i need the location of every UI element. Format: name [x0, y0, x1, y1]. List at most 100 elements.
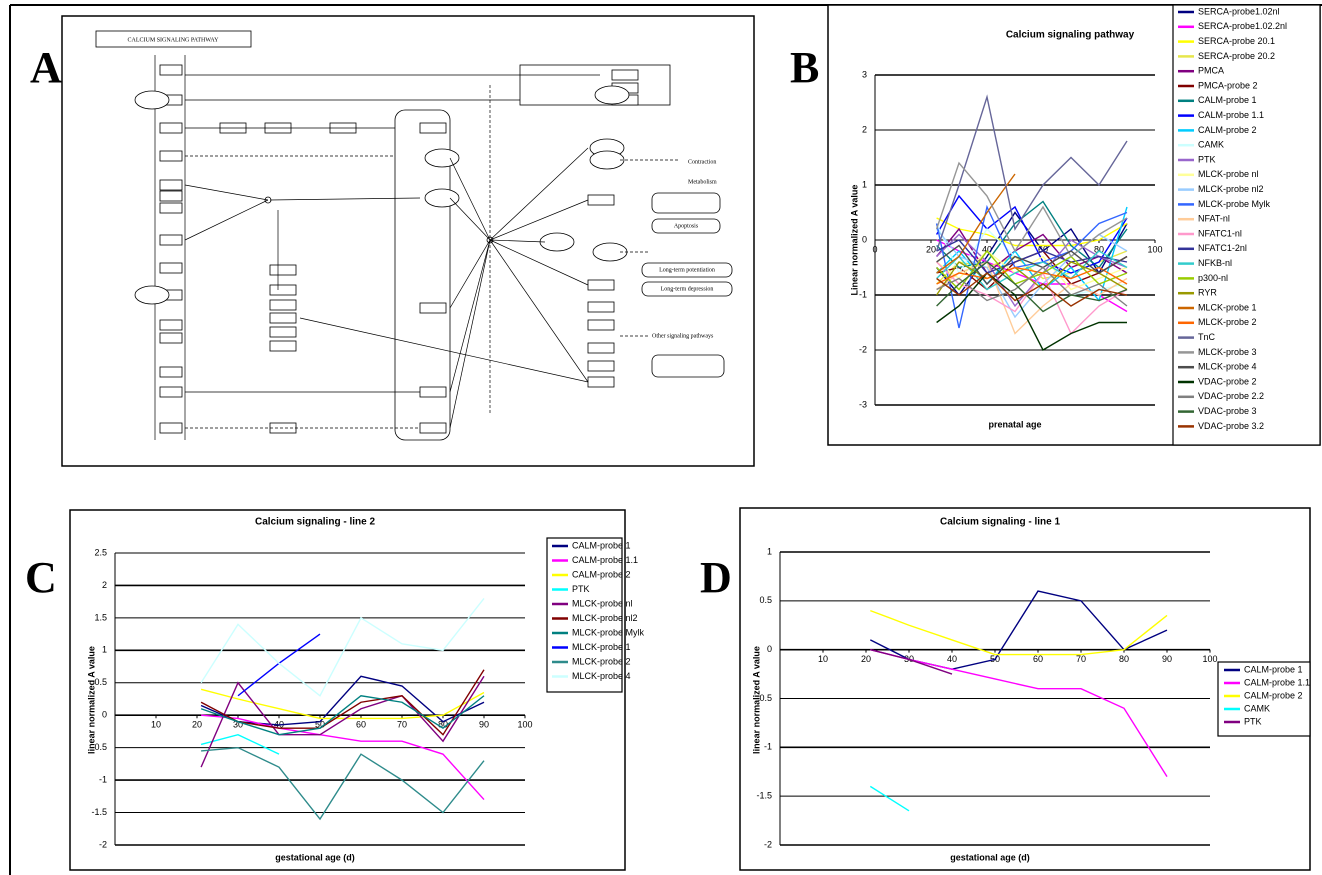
series-line — [935, 94, 1128, 252]
diagram-arrow — [489, 199, 589, 241]
legend-label: PTK — [572, 584, 590, 594]
x-tick-label: 60 — [1038, 244, 1048, 254]
diagram-arrow — [449, 239, 491, 393]
membrane-protein — [159, 366, 183, 378]
series-line — [936, 244, 1128, 286]
legend-label: SERCA-probe 20.1 — [1198, 36, 1275, 46]
x-tick-label: 70 — [1076, 654, 1086, 664]
y-tick-label: 1 — [862, 179, 867, 189]
pathway-box — [641, 281, 733, 297]
y-axis-label: Linear normalized A value — [849, 185, 859, 296]
membrane-protein — [159, 202, 183, 214]
legend-label: CALM-probe 1.1 — [572, 555, 638, 565]
diagram-node — [134, 90, 170, 110]
pathway-box — [641, 262, 733, 278]
series-line — [935, 194, 1128, 274]
x-tick-label: 20 — [861, 654, 871, 664]
x-tick-label: 60 — [356, 720, 366, 730]
pathway-diagram: CALCIUM SIGNALING PATHWAY Contraction Me… — [61, 15, 755, 467]
x-tick-label: 20 — [926, 244, 936, 254]
diagram-arrow — [489, 239, 546, 243]
diagram-box — [587, 301, 615, 313]
output-label: Contraction — [688, 159, 716, 165]
y-tick-label: 0 — [102, 710, 107, 720]
membrane-protein — [159, 179, 183, 191]
membrane-protein — [159, 262, 183, 274]
legend-label: NFKB-nl — [1198, 258, 1232, 268]
legend-label: MLCK-probe 1 — [1198, 302, 1257, 312]
series-line — [201, 714, 485, 801]
diagram-box — [419, 302, 447, 314]
chart-title: Calcium signaling - line 1 — [940, 517, 1060, 528]
x-tick-label: 10 — [151, 720, 161, 730]
diagram-arrow — [184, 199, 269, 241]
pathway-box — [651, 218, 721, 234]
diagram-box — [269, 312, 297, 324]
legend-label: MLCK-probe nl2 — [1198, 184, 1264, 194]
diagram-box — [269, 340, 297, 352]
diagram-arrow — [184, 184, 269, 201]
y-tick-label: 2.5 — [94, 547, 107, 557]
legend-label: VDAC-probe 2.2 — [1198, 391, 1264, 401]
legend-label: VDAC-probe 3.2 — [1198, 421, 1264, 431]
legend-label: MLCK-probe 2 — [1198, 317, 1257, 327]
legend-box — [1217, 661, 1311, 737]
diagram-box — [419, 386, 447, 398]
diagram-box — [587, 360, 615, 372]
legend-label: p300-nl — [1198, 273, 1228, 283]
membrane-protein — [159, 64, 183, 76]
x-tick-label: 100 — [517, 720, 532, 730]
legend-label: NFAT-nl — [1198, 214, 1230, 224]
x-tick-label: 100 — [1202, 654, 1217, 664]
x-tick-label: 90 — [479, 720, 489, 730]
series-line — [870, 609, 1168, 656]
diagram-title-box — [95, 30, 252, 48]
y-tick-label: -2 — [859, 344, 867, 354]
x-tick-label: 70 — [397, 720, 407, 730]
legend-label: MLCK-probe nl2 — [572, 613, 638, 623]
series-line — [936, 173, 1016, 274]
series-line — [936, 227, 1128, 275]
legend-box — [546, 537, 623, 693]
y-tick-label: 0.5 — [94, 677, 107, 687]
diagram-node — [589, 150, 625, 170]
legend-label: MLCK-probe Mylk — [1198, 199, 1271, 209]
legend-label: CALM-probe 2 — [1198, 125, 1257, 135]
series-line — [200, 597, 485, 697]
series-line — [936, 266, 1128, 307]
legend-box — [1172, 4, 1321, 446]
diagram-arrow — [489, 239, 589, 286]
diagram-arrow — [299, 317, 589, 383]
output-label: Long-term potentiation — [659, 267, 715, 273]
panel-label: C — [25, 553, 57, 602]
pathway-box — [651, 354, 725, 378]
diagram-arrow — [489, 239, 589, 383]
y-tick-label: 2 — [862, 124, 867, 134]
series-line — [936, 272, 1127, 351]
x-tick-label: 40 — [947, 654, 957, 664]
membrane-protein — [159, 190, 183, 202]
diagram-node — [134, 285, 170, 305]
series-line — [870, 648, 1168, 778]
y-tick-label: 2 — [102, 580, 107, 590]
x-tick-label: 50 — [315, 720, 325, 730]
series-line — [200, 669, 485, 736]
series-line — [936, 233, 1128, 308]
legend-label: SERCA-probe 20.2 — [1198, 51, 1275, 61]
series-line — [936, 261, 1128, 313]
y-tick-label: 0 — [862, 234, 867, 244]
x-tick-label: 40 — [982, 244, 992, 254]
diagram-node — [594, 85, 630, 105]
y-tick-label: 1.5 — [94, 612, 107, 622]
output-label: Other signaling pathways — [652, 333, 714, 339]
y-tick-label: -0.5 — [91, 742, 107, 752]
series-line — [935, 161, 1128, 258]
legend-label: CALM-probe 1 — [1244, 664, 1303, 674]
legend-label: CALM-probe 2 — [572, 569, 631, 579]
series-line — [200, 733, 280, 755]
membrane-protein — [159, 386, 183, 398]
series-line — [200, 695, 485, 736]
legend-label: NFATC1-2nl — [1198, 243, 1247, 253]
legend-label: MLCK-probe 2 — [572, 656, 631, 666]
